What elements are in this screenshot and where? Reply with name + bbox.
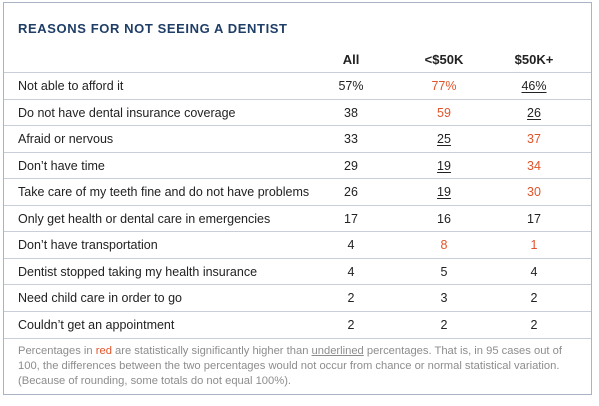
- cell-all: 29: [344, 158, 358, 173]
- footnote-text-2: are statistically significantly higher t…: [111, 345, 312, 357]
- row-label: Not able to afford it: [18, 79, 124, 93]
- table-body: Not able to afford it 57% 77% 46% Do not hav…: [4, 72, 591, 337]
- cell-under-50k: 25: [437, 132, 451, 146]
- cell-all: 4: [347, 238, 355, 252]
- row-label: Don’t have time: [18, 158, 105, 173]
- table-row: Don’t have time 29 19 34: [4, 151, 591, 179]
- cell-all: 26: [344, 185, 358, 199]
- cell-over-50k: 26: [527, 105, 541, 120]
- footnote-text-1: Percentages in: [18, 345, 96, 357]
- cell-under-50k: 59: [437, 105, 451, 120]
- cell-all: 38: [344, 105, 358, 120]
- column-header-over-50k: $50K+: [514, 52, 554, 67]
- cell-over-50k: 1: [530, 238, 538, 252]
- cell-under-50k: 2: [440, 317, 448, 332]
- cell-over-50k: 2: [530, 291, 538, 305]
- cell-over-50k: 30: [527, 185, 541, 199]
- cell-over-50k: 17: [527, 211, 541, 226]
- footnote-divider: [4, 338, 591, 339]
- row-label: Need child care in order to go: [18, 291, 182, 305]
- table-row: Do not have dental insurance coverage 38 5…: [4, 98, 591, 126]
- table-row: Not able to afford it 57% 77% 46%: [4, 72, 591, 99]
- cell-under-50k: 19: [437, 158, 451, 173]
- cell-under-50k: 16: [437, 211, 451, 226]
- cell-over-50k: 4: [530, 264, 538, 279]
- cell-all: 57%: [338, 79, 364, 93]
- cell-all: 17: [344, 211, 358, 226]
- cell-all: 33: [344, 132, 358, 146]
- footnote-underlined-word: underlined: [311, 345, 364, 357]
- table-row: Don’t have transportation 4 8 1: [4, 231, 591, 258]
- table-row: Dentist stopped taking my health insuran…: [4, 257, 591, 285]
- cell-all: 2: [347, 291, 355, 305]
- row-label: Don’t have transportation: [18, 238, 158, 252]
- row-label: Afraid or nervous: [18, 132, 114, 146]
- row-label: Do not have dental insurance coverage: [18, 105, 236, 120]
- table-row: Only get health or dental care in emerge…: [4, 204, 591, 232]
- table-card: REASONS FOR NOT SEEING A DENTIST All <$5…: [3, 2, 592, 395]
- table-header-row: All <$50K $50K+: [4, 52, 591, 72]
- cell-under-50k: 19: [437, 185, 451, 199]
- cell-over-50k: 37: [527, 132, 541, 146]
- cell-all: 2: [347, 317, 355, 332]
- table-row: Couldn’t get an appointment 2 2 2: [4, 310, 591, 338]
- footnote-red-word: red: [95, 345, 112, 357]
- cell-under-50k: 8: [440, 238, 448, 252]
- cell-over-50k: 2: [530, 317, 538, 332]
- column-header-under-50k: <$50K: [424, 52, 464, 67]
- row-label: Only get health or dental care in emerge…: [18, 211, 271, 226]
- cell-all: 4: [347, 264, 355, 279]
- cell-over-50k: 34: [527, 158, 541, 173]
- cell-under-50k: 5: [440, 264, 448, 279]
- row-label: Dentist stopped taking my health insuran…: [18, 264, 258, 279]
- cell-under-50k: 3: [440, 291, 448, 305]
- cell-under-50k: 77%: [431, 79, 457, 93]
- table-row: Need child care in order to go 2 3 2: [4, 284, 591, 311]
- table-row: Afraid or nervous 33 25 37: [4, 125, 591, 152]
- table-title: REASONS FOR NOT SEEING A DENTIST: [18, 21, 288, 36]
- column-header-all: All: [342, 52, 360, 67]
- footnote: Percentages in red are statistically sig…: [18, 344, 578, 389]
- table-row: Take care of my teeth fine and do not ha…: [4, 178, 591, 205]
- row-label: Take care of my teeth fine and do not ha…: [18, 185, 310, 199]
- row-label: Couldn’t get an appointment: [18, 317, 175, 332]
- footnote-text-3: percentages. That is, in 95 cases out of…: [18, 345, 562, 387]
- cell-over-50k: 46%: [521, 79, 547, 93]
